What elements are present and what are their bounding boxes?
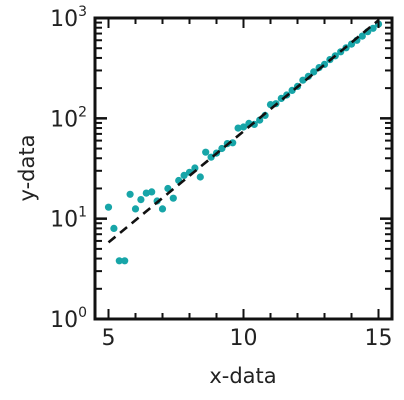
data-point — [169, 194, 177, 202]
data-point — [239, 123, 248, 131]
y-tick-label: 100 — [50, 305, 87, 333]
data-point — [148, 188, 156, 196]
data-point — [104, 203, 113, 211]
data-point — [180, 171, 188, 179]
y-tick-label: 103 — [50, 4, 87, 32]
data-point — [256, 116, 264, 124]
y-tick-label: 102 — [50, 104, 87, 132]
data-point — [121, 257, 129, 265]
data-point — [137, 196, 145, 204]
data-point — [115, 257, 123, 265]
data-point — [158, 205, 167, 213]
data-point — [310, 68, 318, 76]
data-point — [234, 124, 242, 132]
data-point — [358, 32, 366, 40]
data-point — [110, 224, 118, 232]
data-point — [131, 205, 140, 213]
plot-frame — [93, 16, 394, 321]
ticks-layer — [95, 16, 392, 321]
data-point — [369, 24, 377, 32]
data-point — [126, 190, 134, 198]
y-axis-label: y-data — [15, 135, 39, 202]
x-tick-label: 15 — [365, 326, 393, 351]
data-point — [191, 164, 199, 172]
fit-line-layer — [107, 19, 380, 244]
x-tick-label: 5 — [102, 326, 116, 351]
data-point — [202, 148, 210, 156]
data-point — [142, 189, 150, 197]
x-axis-label: x-data — [209, 364, 276, 388]
points-layer — [104, 20, 383, 265]
tick-labels-layer: 5 10 15 100 101 102 103 — [50, 4, 392, 351]
data-point — [196, 173, 204, 181]
fit-line — [107, 19, 380, 244]
data-point — [164, 184, 172, 193]
x-tick-label: 10 — [230, 326, 258, 351]
data-point — [218, 144, 226, 153]
y-tick-label: 101 — [50, 205, 87, 233]
data-point — [299, 76, 307, 84]
